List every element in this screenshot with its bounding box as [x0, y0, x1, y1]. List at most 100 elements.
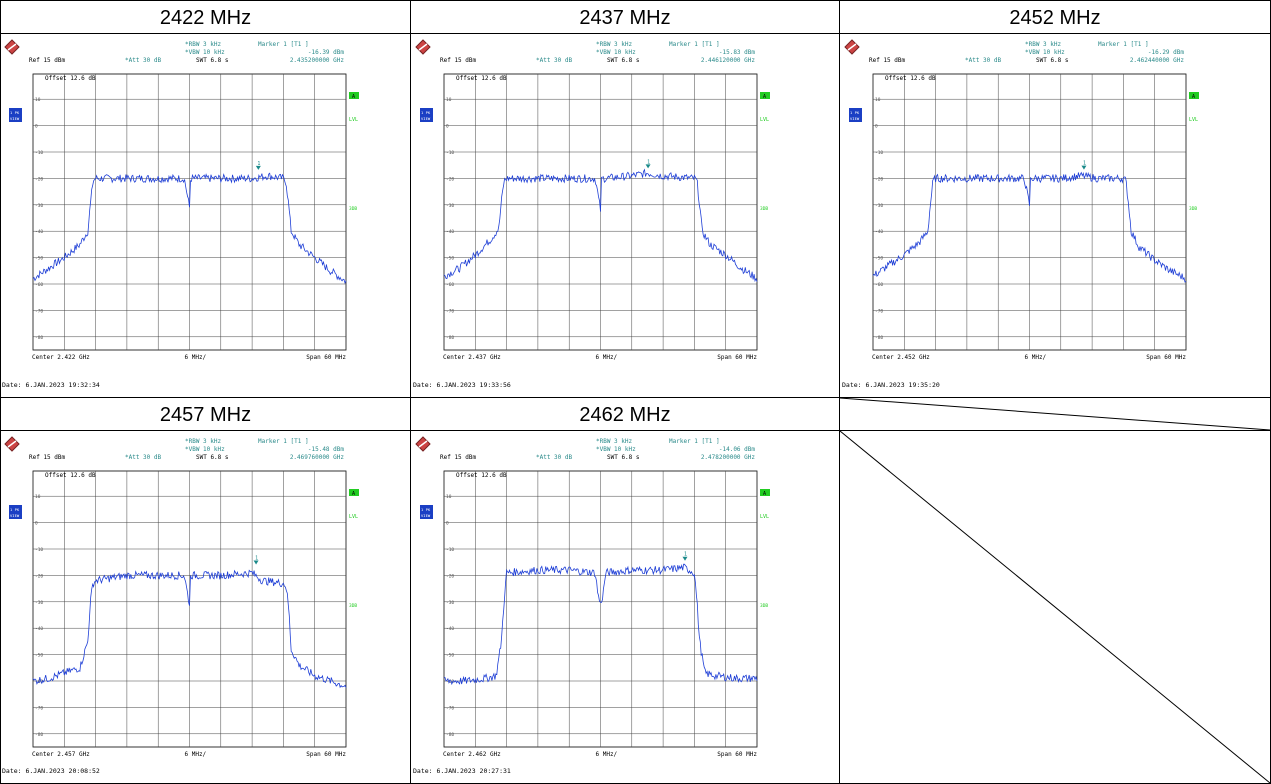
y-tick-label: -70: [35, 705, 43, 711]
offset-label: Offset 12.6 dB: [45, 75, 96, 82]
trace-view-badge-bg: [9, 108, 22, 122]
date-stamp: Date: 6.JAN.2023 19:33:56: [413, 381, 511, 389]
badge-a: A: [352, 94, 355, 100]
y-tick-label: -80: [35, 732, 43, 738]
y-tick-label: -60: [446, 679, 454, 685]
marker-frequency: 2.469760000 GHz: [290, 454, 345, 461]
badge-a-bg: [760, 489, 770, 496]
y-tick-label: 10: [875, 97, 881, 103]
y-tick-label: -30: [875, 203, 883, 209]
badge-3db: 3DB: [349, 206, 357, 212]
trace-badge-line-2: VIEW: [10, 116, 20, 121]
y-tick-label: -70: [875, 308, 883, 314]
y-tick-label: -10: [35, 547, 43, 553]
vbw-label: *VBW 10 kHz: [185, 49, 225, 56]
badge-3db: 3DB: [760, 206, 768, 212]
y-tick-label: 0: [446, 521, 449, 527]
badge-a-bg: [760, 92, 770, 99]
badge-lvl: LVL: [760, 117, 769, 123]
marker-level: -14.06 dBm: [719, 446, 756, 453]
marker-1-icon: [253, 560, 259, 565]
rbw-label: *RBW 3 kHz: [596, 438, 633, 445]
marker-1-label: 1: [1083, 161, 1086, 167]
marker-1-icon: [255, 165, 261, 170]
spectrum-plot-2: *RBW 3 kHz*VBW 10 kHz *Att 30 dB SWT 6.8 s…: [842, 39, 1199, 389]
y-tick-label: -40: [35, 229, 43, 235]
y-tick-label: -30: [35, 203, 43, 209]
offset-label: Offset 12.6 dB: [45, 472, 96, 479]
spectrum-trace: [443, 563, 758, 686]
vbw-label: *VBW 10 kHz: [1025, 49, 1065, 56]
offset-label: Offset 12.6 dB: [456, 75, 507, 82]
y-tick-label: -30: [446, 203, 454, 209]
badge-lvl: LVL: [760, 514, 769, 520]
marker-1-icon: [682, 556, 688, 561]
ref-label: Ref 15 dBm: [440, 57, 477, 64]
y-tick-label: -20: [35, 176, 43, 182]
ref-label: Ref 15 dBm: [29, 57, 66, 64]
y-tick-label: -30: [35, 600, 43, 606]
marker-frequency: 2.478200000 GHz: [701, 454, 756, 461]
marker-1-label: 1: [684, 552, 687, 558]
trace-view-badge-bg: [849, 108, 862, 122]
badge-lvl: LVL: [1189, 117, 1198, 123]
badge-3db: 3DB: [760, 603, 768, 609]
center-frequency: Center 2.457 GHz: [32, 751, 90, 758]
badge-a: A: [352, 491, 355, 497]
swt-label: SWT 6.8 s: [196, 454, 229, 461]
date-stamp: Date: 6.JAN.2023 19:32:34: [2, 381, 100, 389]
marker-frequency: 2.462440000 GHz: [1130, 57, 1185, 64]
rs-logo-stroke: [418, 43, 428, 51]
marker-title: Marker 1 [T1 ]: [669, 41, 720, 48]
center-frequency: Center 2.437 GHz: [443, 354, 501, 361]
marker-1-label: 1: [647, 159, 650, 165]
y-tick-label: 10: [446, 494, 452, 500]
division-label: 6 MHz/: [185, 751, 207, 758]
badge-a: A: [763, 94, 766, 100]
badge-a: A: [1192, 94, 1195, 100]
y-tick-label: -20: [875, 176, 883, 182]
date-stamp: Date: 6.JAN.2023 20:08:52: [2, 767, 100, 775]
y-tick-label: -50: [35, 256, 43, 262]
marker-frequency: 2.446120000 GHz: [701, 57, 756, 64]
y-tick-label: -10: [875, 150, 883, 156]
badge-a-bg: [1189, 92, 1199, 99]
trace-badge-line-2: VIEW: [421, 116, 431, 121]
trace-badge-line-1: 1 PK: [850, 110, 860, 115]
trace-badge-line-1: 1 PK: [421, 507, 431, 512]
division-label: 6 MHz/: [185, 354, 207, 361]
y-tick-label: 0: [446, 124, 449, 130]
badge-3db: 3DB: [1189, 206, 1197, 212]
spectrum-plot-0: *RBW 3 kHz*VBW 10 kHz *Att 30 dB SWT 6.8 s…: [2, 39, 359, 389]
att-label: *Att 30 dB: [536, 454, 573, 461]
marker-title: Marker 1 [T1 ]: [258, 41, 309, 48]
swt-label: SWT 6.8 s: [1036, 57, 1069, 64]
badge-lvl: LVL: [349, 514, 358, 520]
trace-badge-line-1: 1 PK: [10, 110, 20, 115]
y-tick-label: -20: [35, 573, 43, 579]
badge-a-bg: [349, 92, 359, 99]
y-tick-label: -80: [446, 335, 454, 341]
y-tick-label: -10: [446, 547, 454, 553]
rs-logo-icon: [844, 39, 860, 55]
division-label: 6 MHz/: [596, 751, 618, 758]
y-tick-label: 10: [35, 494, 41, 500]
y-tick-label: -50: [446, 653, 454, 659]
swt-label: SWT 6.8 s: [607, 454, 640, 461]
marker-frequency: 2.435200000 GHz: [290, 57, 345, 64]
spectrum-trace: [32, 569, 347, 689]
empty-cell-diagonal: [839, 430, 1271, 784]
marker-title: Marker 1 [T1 ]: [669, 438, 720, 445]
spectrum-plot-4: *RBW 3 kHz*VBW 10 kHz *Att 30 dB SWT 6.8 s…: [413, 436, 770, 775]
y-tick-label: -80: [446, 732, 454, 738]
marker-1-label: 1: [255, 555, 258, 561]
y-tick-label: -40: [446, 626, 454, 632]
y-tick-label: -50: [35, 653, 43, 659]
rbw-label: *RBW 3 kHz: [596, 41, 633, 48]
att-label: *Att 30 dB: [536, 57, 573, 64]
division-label: 6 MHz/: [596, 354, 618, 361]
y-tick-label: -40: [875, 229, 883, 235]
